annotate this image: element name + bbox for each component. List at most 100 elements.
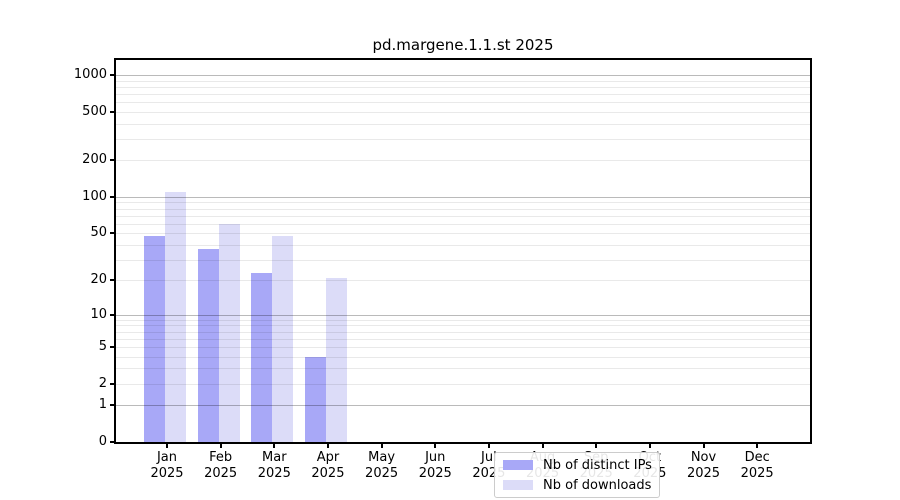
legend-swatch-downloads xyxy=(503,480,533,490)
x-tick-mark xyxy=(487,444,490,448)
legend-item-distinct-ips: Nb of distinct IPs xyxy=(503,455,652,475)
x-tick-mark xyxy=(273,444,276,448)
gridline xyxy=(116,208,810,210)
gridline xyxy=(116,356,810,358)
x-tick-year: 2025 xyxy=(257,466,291,481)
gridline xyxy=(116,405,810,407)
gridline xyxy=(116,102,810,104)
y-tick-mark xyxy=(110,382,114,385)
x-tick-mark xyxy=(648,444,651,448)
y-tick-label: 200 xyxy=(82,152,107,168)
bar-distinct-ips xyxy=(144,236,165,442)
x-tick-label: Feb 2025 xyxy=(191,450,251,482)
gridline xyxy=(116,233,810,235)
x-tick-label: Apr 2025 xyxy=(298,450,358,482)
y-tick-label: 1 xyxy=(98,397,107,413)
x-tick-mark xyxy=(702,444,705,448)
gridline xyxy=(116,80,810,82)
gridline xyxy=(116,346,810,348)
x-tick-month: Jul xyxy=(481,450,497,465)
x-tick-mark xyxy=(756,444,759,448)
gridline xyxy=(116,259,810,261)
gridline xyxy=(116,338,810,340)
y-tick-mark xyxy=(110,345,114,348)
y-tick-mark xyxy=(110,441,114,443)
gridline xyxy=(116,86,810,88)
gridline xyxy=(116,314,810,316)
x-tick-mark xyxy=(595,444,598,448)
x-tick-year: 2025 xyxy=(204,466,238,481)
x-tick-month: Apr xyxy=(316,450,340,465)
bar-distinct-ips xyxy=(251,273,273,442)
y-tick-mark xyxy=(110,159,114,162)
gridline xyxy=(116,223,810,225)
x-tick-year: 2025 xyxy=(365,466,399,481)
gridline xyxy=(116,111,810,113)
y-tick-label: 100 xyxy=(82,188,107,204)
x-tick-month: Feb xyxy=(209,450,233,465)
gridline xyxy=(116,331,810,333)
legend-label-distinct-ips: Nb of distinct IPs xyxy=(543,457,652,473)
gridline xyxy=(116,196,810,198)
y-tick-mark xyxy=(110,313,114,316)
x-tick-mark xyxy=(219,444,222,448)
bar-distinct-ips xyxy=(304,356,326,442)
y-tick-mark xyxy=(110,404,114,407)
gridline xyxy=(116,280,810,282)
gridline xyxy=(116,123,810,125)
gridline xyxy=(116,75,810,77)
y-tick-label: 10 xyxy=(90,306,107,322)
x-tick-year: 2025 xyxy=(418,466,452,481)
x-tick-mark xyxy=(380,444,383,448)
plot-area: Nb of distinct IPs Nb of downloads xyxy=(114,58,812,498)
gridline xyxy=(116,244,810,246)
gridline xyxy=(116,368,810,370)
bar-distinct-ips xyxy=(197,248,219,442)
bar-downloads xyxy=(218,223,240,442)
x-tick-label: May 2025 xyxy=(352,450,412,482)
chart-title: pd.margene.1.1.st 2025 xyxy=(372,36,554,54)
y-tick-label: 2 xyxy=(98,375,107,391)
bar-downloads xyxy=(165,191,186,442)
gridline xyxy=(116,93,810,95)
y-tick-mark xyxy=(110,232,114,235)
x-tick-label: Dec 2025 xyxy=(727,450,787,482)
gridline xyxy=(116,319,810,321)
y-tick-mark xyxy=(110,195,114,198)
y-tick-mark xyxy=(110,74,114,77)
x-tick-label: Mar 2025 xyxy=(244,450,304,482)
x-tick-month: Nov xyxy=(690,450,717,465)
bar-downloads xyxy=(325,277,347,442)
x-tick-mark xyxy=(541,444,544,448)
y-tick-mark xyxy=(110,110,114,113)
gridline xyxy=(116,138,810,140)
x-tick-month: Dec xyxy=(744,450,770,465)
gridline xyxy=(116,215,810,217)
gridline xyxy=(116,202,810,204)
x-tick-mark xyxy=(434,444,437,448)
y-tick-label: 20 xyxy=(90,272,107,288)
legend-label-downloads: Nb of downloads xyxy=(543,477,652,493)
x-tick-year: 2025 xyxy=(686,466,721,481)
x-tick-label: Jun 2025 xyxy=(405,450,465,482)
y-tick-label: 0 xyxy=(98,434,107,449)
y-tick-mark xyxy=(110,279,114,282)
x-tick-year: 2025 xyxy=(740,466,774,481)
x-tick-label: Nov 2025 xyxy=(674,450,734,482)
x-tick-month: Jan xyxy=(156,450,178,465)
x-tick-year: 2025 xyxy=(150,466,184,481)
legend-swatch-distinct-ips xyxy=(503,460,533,470)
x-tick-month: May xyxy=(368,450,396,465)
x-tick-mark xyxy=(326,444,329,448)
gridline xyxy=(116,325,810,327)
gridline xyxy=(116,383,810,385)
legend: Nb of distinct IPs Nb of downloads xyxy=(494,452,660,498)
y-tick-label: 1000 xyxy=(73,67,107,83)
gridline xyxy=(116,160,810,162)
x-tick-month: Jun xyxy=(425,450,446,465)
x-tick-mark xyxy=(166,444,168,448)
y-tick-label: 500 xyxy=(82,103,107,119)
x-tick-year: 2025 xyxy=(311,466,345,481)
legend-item-downloads: Nb of downloads xyxy=(503,475,651,495)
